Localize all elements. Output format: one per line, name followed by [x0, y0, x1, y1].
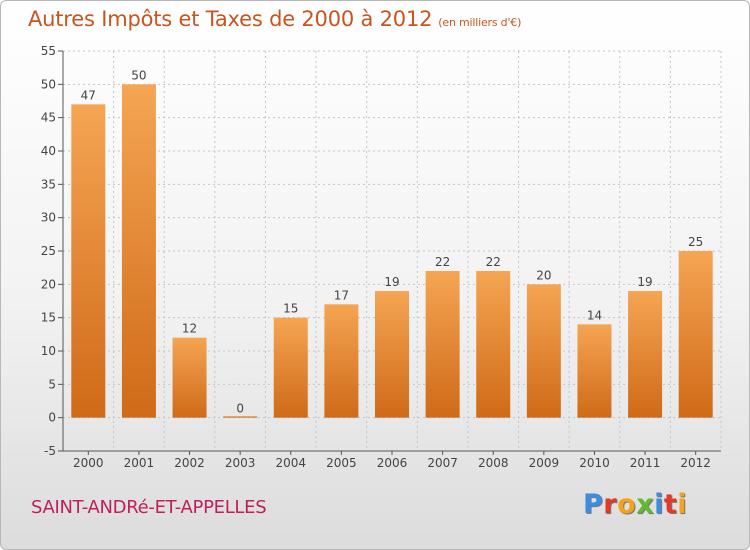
x-tick-label: 2000: [73, 456, 104, 470]
proxiti-logo: Proxiti: [583, 489, 687, 520]
chart-title-text: Autres Impôts et Taxes de 2000 à 2012: [28, 7, 433, 31]
bar-2001: [121, 84, 156, 418]
bar-2010: [577, 324, 612, 418]
bar-value-label: 19: [637, 275, 652, 289]
chart-unit-note: (en milliers d'€): [438, 16, 522, 29]
bar-value-label: 25: [688, 235, 703, 249]
bar-value-label: 47: [81, 88, 96, 102]
x-tick-label: 2009: [529, 456, 560, 470]
logo-letter: i: [654, 489, 664, 520]
y-tick-label: 30: [41, 211, 56, 225]
bar-value-label: 50: [131, 68, 146, 82]
bar-2007: [425, 271, 460, 418]
bar-2009: [526, 284, 561, 418]
x-tick-label: 2004: [275, 456, 306, 470]
x-tick-label: 2011: [630, 456, 661, 470]
bar-2008: [476, 271, 511, 418]
x-tick-label: 2008: [478, 456, 509, 470]
logo-letter: x: [636, 489, 655, 520]
bar-value-label: 12: [182, 322, 197, 336]
x-tick-label: 2002: [174, 456, 205, 470]
bar-2003: [223, 416, 258, 418]
x-tick-label: 2001: [124, 456, 155, 470]
logo-letter: t: [663, 489, 678, 520]
x-tick-label: 2005: [326, 456, 357, 470]
x-tick-label: 2012: [680, 456, 711, 470]
chart-title: Autres Impôts et Taxes de 2000 à 2012 (en…: [28, 7, 521, 31]
logo-letter: P: [583, 489, 604, 520]
logo-letter: r: [603, 489, 618, 520]
y-tick-label: 0: [48, 411, 56, 425]
bar-2000: [71, 104, 106, 418]
x-tick-label: 2007: [427, 456, 458, 470]
y-tick-label: 35: [41, 177, 56, 191]
bar-2012: [678, 251, 713, 418]
y-tick-label: 55: [41, 44, 56, 58]
bar-value-label: 20: [536, 268, 551, 282]
y-tick-label: 10: [41, 344, 56, 358]
bar-2002: [172, 337, 207, 418]
logo-letter: i: [677, 489, 688, 520]
x-tick-label: 2010: [579, 456, 610, 470]
y-tick-label: 40: [41, 144, 56, 158]
y-tick-label: 5: [48, 377, 56, 391]
commune-name: SAINT-ANDRé-ET-APPELLES: [31, 497, 267, 518]
bar-value-label: 14: [587, 308, 602, 322]
logo-letter: o: [617, 489, 637, 520]
y-tick-label: 45: [41, 111, 56, 125]
bar-2005: [324, 304, 359, 418]
bar-2006: [375, 291, 409, 418]
bar-value-label: 0: [236, 402, 244, 416]
bar-value-label: 17: [334, 288, 349, 302]
bar-value-label: 19: [384, 275, 399, 289]
y-tick-label: 15: [41, 311, 56, 325]
y-tick-label: -5: [44, 444, 56, 458]
y-tick-label: 20: [41, 277, 56, 291]
x-tick-label: 2003: [225, 456, 256, 470]
x-tick-label: 2006: [377, 456, 408, 470]
bar-value-label: 22: [435, 255, 450, 269]
bar-2011: [628, 291, 663, 418]
y-tick-label: 25: [41, 244, 56, 258]
bar-value-label: 22: [486, 255, 501, 269]
bar-value-label: 15: [283, 302, 298, 316]
y-tick-label: 50: [41, 77, 56, 91]
bar-2004: [273, 317, 308, 418]
